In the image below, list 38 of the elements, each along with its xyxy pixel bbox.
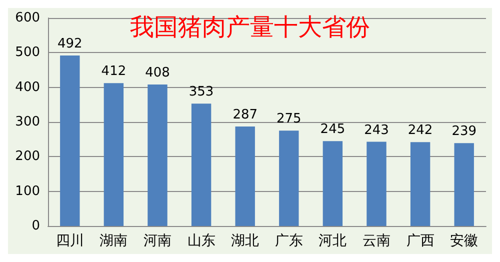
bar [322,141,343,226]
bar [191,104,212,226]
y-tick-label: 100 [15,184,40,199]
data-label: 239 [452,124,477,140]
data-label: 408 [145,66,170,81]
data-label: 245 [320,122,346,138]
y-tick-label: 400 [15,80,40,95]
x-tick-label: 湖南 [100,233,128,249]
y-tick-label: 300 [15,114,40,130]
data-label: 242 [408,123,433,138]
bar [148,84,168,226]
x-tick-label: 安徽 [450,233,478,249]
bar [366,142,386,226]
y-tick-label: 200 [15,149,40,164]
bar [454,143,474,226]
x-tick-label: 广东 [274,233,303,249]
x-tick-label: 云南 [362,233,390,249]
y-tick-label: 0 [32,218,40,234]
y-tick-label: 600 [15,10,40,26]
x-tick-label: 河北 [318,233,347,249]
data-label: 492 [57,36,82,52]
x-tick-label: 河南 [144,233,172,249]
bar [104,83,124,226]
chart-title: 我国猪肉产量十大省份 [130,13,370,41]
x-tick-label: 广西 [406,233,434,249]
data-label: 353 [188,84,214,100]
x-tick-label: 四川 [56,233,84,249]
bar [235,126,255,226]
data-label: 287 [232,108,258,123]
x-tick-label: 湖北 [231,233,260,249]
bar [279,130,299,226]
data-label: 275 [276,112,302,127]
y-tick-label: 500 [15,45,40,60]
bar [410,142,430,226]
x-tick-label: 山东 [187,233,216,249]
bar [60,55,80,226]
data-label: 243 [364,122,389,138]
data-label: 412 [101,64,126,80]
